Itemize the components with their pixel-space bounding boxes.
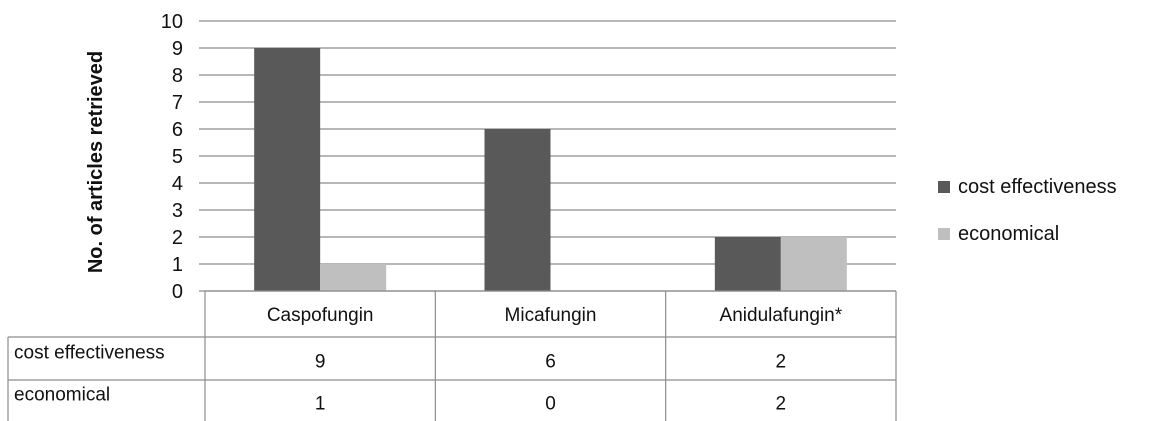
y-axis-ticks: 0 1 2 3 4 5 6 7 8 9 10 [161, 11, 183, 303]
legend-label: cost effectiveness [958, 176, 1117, 198]
bar-economical-2 [780, 237, 847, 291]
bar-cost-effectiveness-0 [254, 48, 321, 291]
table-cell: 2 [776, 394, 787, 415]
bars [254, 48, 847, 291]
data-table: Caspofungin Micafungin Anidulafungin* cost … [7, 290, 897, 421]
y-tick-label: 8 [172, 65, 183, 87]
table-cell: 2 [776, 352, 787, 373]
category-label: Caspofungin [267, 305, 374, 326]
category-label: Anidulafungin* [720, 305, 843, 326]
table-cell: 0 [545, 394, 556, 415]
y-tick-label: 1 [172, 254, 183, 276]
legend: cost effectiveness economical [938, 176, 1117, 245]
y-tick-label: 10 [161, 11, 183, 33]
y-tick-label: 3 [172, 200, 183, 222]
legend-swatch [938, 228, 950, 240]
y-tick-label: 7 [172, 92, 183, 114]
y-tick-label: 6 [172, 119, 183, 141]
y-tick-label: 4 [172, 173, 183, 195]
bar-economical-0 [320, 264, 387, 291]
table-row-label: cost effectiveness [14, 343, 165, 364]
table-row-label: economical [14, 385, 110, 406]
table-cell: 1 [315, 394, 326, 415]
y-axis-label: No. of articles retrieved [85, 51, 107, 273]
bar-cost-effectiveness-2 [714, 237, 781, 291]
legend-label: economical [958, 223, 1059, 245]
bar-cost-effectiveness-1 [484, 129, 551, 291]
y-tick-label: 9 [172, 38, 183, 60]
category-label: Micafungin [505, 305, 597, 326]
table-cell: 9 [315, 352, 326, 373]
y-tick-label: 5 [172, 146, 183, 168]
table-cell: 6 [545, 352, 556, 373]
y-tick-label: 0 [172, 281, 183, 303]
y-tick-label: 2 [172, 227, 183, 249]
legend-swatch [938, 181, 950, 193]
